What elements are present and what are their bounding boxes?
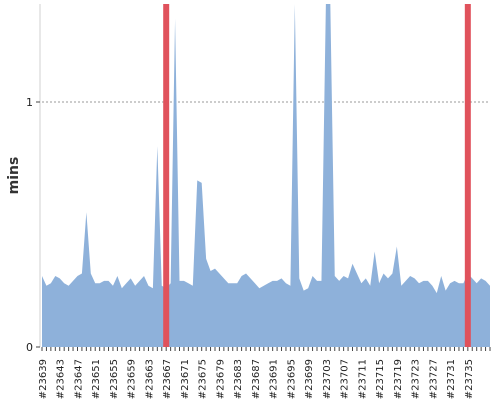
x-tick-label: #23679 <box>215 359 226 399</box>
x-tick-label: #23655 <box>109 359 120 399</box>
marker-line-23667 <box>163 4 170 347</box>
x-tick-label: #23695 <box>286 359 297 399</box>
x-tick-label: #23643 <box>56 359 67 399</box>
y-tick-label: 0 <box>26 341 33 354</box>
x-tick-label: #23691 <box>269 359 280 399</box>
x-tick-label: #23723 <box>411 359 422 399</box>
x-tick-label: #23715 <box>375 359 386 399</box>
x-tick-label: #23707 <box>340 359 351 399</box>
x-tick-label: #23667 <box>162 359 173 399</box>
x-tick-label: #23675 <box>198 359 209 399</box>
x-tick-label: #23731 <box>446 359 457 399</box>
marker-layer <box>163 4 471 347</box>
x-tick-label: #23711 <box>357 359 368 399</box>
x-tick-label: #23647 <box>73 359 84 399</box>
x-tick-label: #23727 <box>428 359 439 399</box>
y-tick-label: 1 <box>26 96 33 109</box>
x-tick-label: #23659 <box>127 359 138 399</box>
x-tick-label: #23719 <box>393 359 404 399</box>
x-tick-label: #23703 <box>322 359 333 399</box>
series-area <box>42 4 490 347</box>
x-tick-label: #23735 <box>464 359 475 399</box>
x-tick-label: #23639 <box>38 359 49 399</box>
y-axis-label: mins <box>6 157 22 195</box>
axes-layer: 0 1 #23639 #23643 #23647 #23651 #23655 #23659 #2… <box>26 4 491 399</box>
x-tick-label: #23671 <box>180 359 191 399</box>
x-tick-label: #23651 <box>91 359 102 399</box>
x-tick-label: #23683 <box>233 359 244 399</box>
x-tick-label: #23663 <box>144 359 155 399</box>
x-tick-label: #23699 <box>304 359 315 399</box>
marker-line-23735 <box>464 4 471 347</box>
x-tick-label: #23687 <box>251 359 262 399</box>
area-layer <box>42 4 490 347</box>
